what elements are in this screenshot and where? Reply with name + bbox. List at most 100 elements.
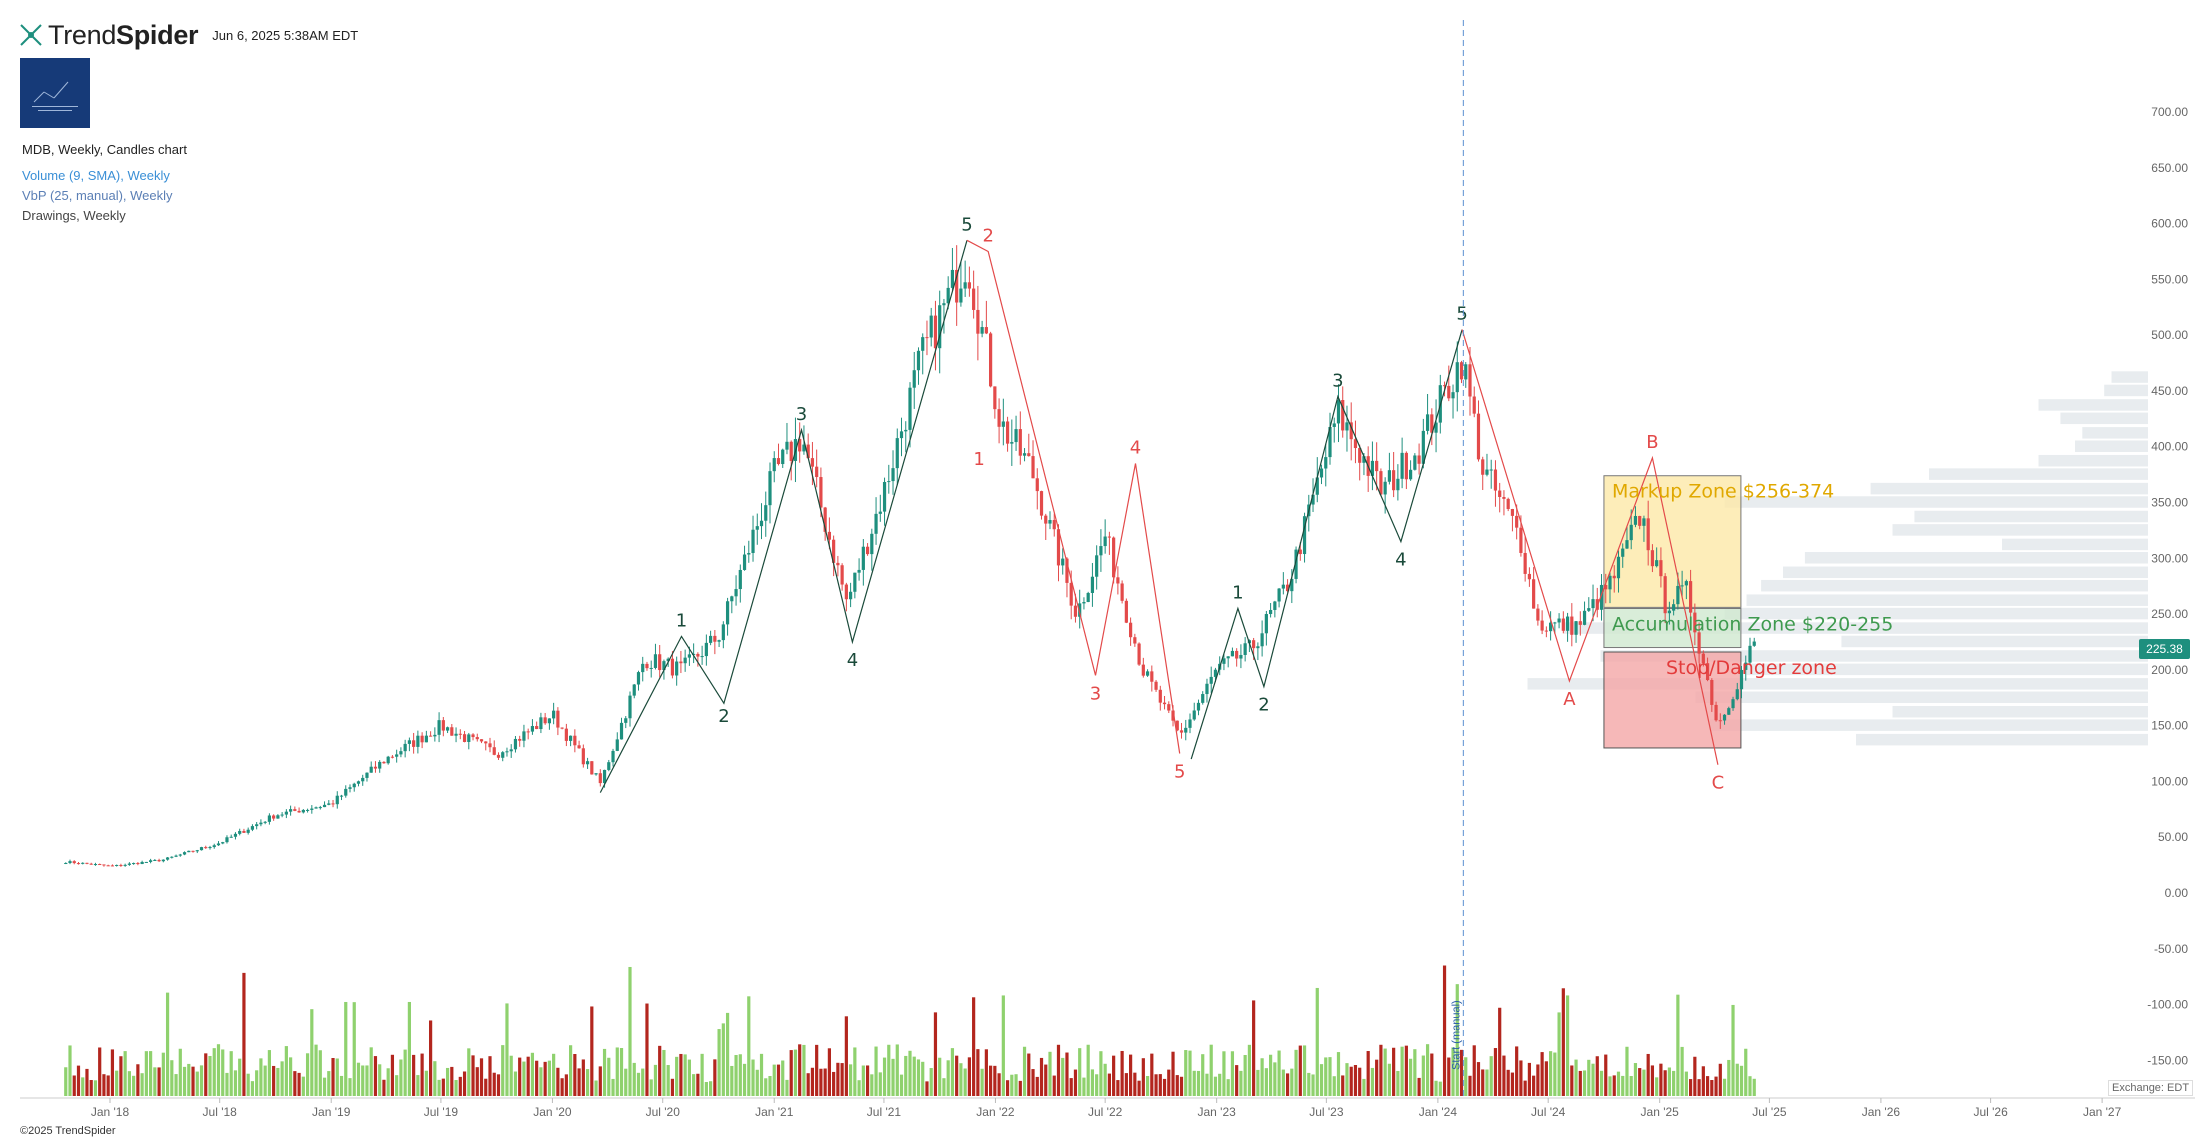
volume-bar xyxy=(314,1044,318,1096)
volume-bar xyxy=(369,1047,373,1096)
candle-body xyxy=(1697,632,1701,654)
volume-bar xyxy=(1001,995,1005,1096)
candle-body xyxy=(1587,608,1591,611)
volume-bar xyxy=(501,1045,505,1096)
candle-body xyxy=(513,738,518,750)
x-tick-label: Jul '21 xyxy=(867,1105,902,1119)
chart-thumbnail xyxy=(20,58,90,128)
volume-bar xyxy=(416,1075,420,1096)
legend-volume[interactable]: Volume (9, SMA), Weekly xyxy=(22,168,170,183)
candle-body xyxy=(1582,610,1587,625)
candle-body xyxy=(165,857,170,860)
volume-bar xyxy=(1689,1079,1693,1096)
volume-bar xyxy=(267,1050,271,1096)
volume-bar xyxy=(1591,1063,1595,1096)
candle-body xyxy=(1489,469,1493,471)
vbp-bar xyxy=(1600,650,2148,662)
candle-body xyxy=(755,526,759,530)
volume-bar xyxy=(870,1074,874,1096)
legend-drawings[interactable]: Drawings, Weekly xyxy=(22,208,126,223)
volume-bar xyxy=(1744,1048,1748,1096)
volume-bar xyxy=(738,1054,742,1096)
volume-bar xyxy=(1549,1051,1553,1096)
candle-body xyxy=(1022,453,1027,456)
candle-body xyxy=(1158,689,1162,703)
candle-body xyxy=(874,513,878,534)
volume-bar xyxy=(955,1055,959,1096)
wave-label: A xyxy=(1563,689,1576,710)
candle-body xyxy=(344,788,348,796)
wave-label: 2 xyxy=(982,225,993,246)
candle-body xyxy=(216,843,221,846)
candle-body xyxy=(1145,671,1150,676)
candle-body xyxy=(1701,653,1705,664)
candle-body xyxy=(1196,702,1201,711)
volume-bar xyxy=(1442,965,1447,1096)
candle-body xyxy=(1103,536,1107,547)
volume-bar xyxy=(1430,1053,1434,1096)
candle-body xyxy=(687,654,691,658)
candle-body xyxy=(653,654,658,668)
volume-bar xyxy=(679,1053,683,1096)
volume-bar xyxy=(187,1063,191,1096)
x-tick-label: Jul '22 xyxy=(1088,1105,1123,1119)
candle-body xyxy=(581,748,585,765)
volume-bar xyxy=(344,1001,348,1096)
volume-bar xyxy=(284,1046,288,1096)
volume-bar xyxy=(781,1060,785,1096)
legend-main[interactable]: MDB, Weekly, Candles chart xyxy=(22,142,187,157)
y-tick-label: 700.00 xyxy=(2151,105,2188,119)
candle-body xyxy=(870,533,874,555)
volume-bar xyxy=(518,1057,522,1096)
candle-body xyxy=(696,653,700,657)
candle-body xyxy=(1205,683,1209,695)
candle-body xyxy=(959,288,963,303)
candle-body xyxy=(149,860,153,862)
candle-body xyxy=(1633,515,1638,525)
candle-body xyxy=(195,850,199,852)
volume-bar xyxy=(1137,1080,1141,1096)
volume-bar xyxy=(149,1051,153,1096)
volume-bar xyxy=(318,1050,322,1096)
volume-bar xyxy=(1616,1071,1621,1096)
candle-body xyxy=(301,809,305,813)
volume-bar xyxy=(1544,1061,1548,1096)
candle-body xyxy=(594,773,598,775)
volume-bar xyxy=(1319,1064,1324,1096)
candle-body xyxy=(887,481,891,483)
candle-body xyxy=(1527,573,1531,580)
volume-bar xyxy=(535,1060,539,1096)
candle-body xyxy=(522,731,526,741)
candle-body xyxy=(1239,654,1243,659)
candle-body xyxy=(844,584,848,600)
vbp-bar xyxy=(1856,733,2148,746)
volume-bar xyxy=(89,1080,93,1096)
volume-bar xyxy=(1667,1067,1671,1096)
candle-body xyxy=(1578,621,1582,625)
legend-vbp[interactable]: VbP (25, manual), Weekly xyxy=(22,188,173,203)
brand-name: TrendSpider xyxy=(48,20,199,51)
candle-body xyxy=(1383,481,1387,495)
volume-bar xyxy=(1167,1069,1171,1096)
volume-bar xyxy=(1018,1080,1022,1096)
candle-body xyxy=(157,859,161,862)
volume-bar xyxy=(327,1071,331,1096)
candle-body xyxy=(382,761,386,764)
candle-body xyxy=(390,756,395,758)
candle-body xyxy=(348,787,352,789)
candle-body xyxy=(238,830,242,834)
volume-bar xyxy=(1676,994,1680,1096)
x-tick-label: Jan '18 xyxy=(91,1105,130,1119)
candle-body xyxy=(1129,622,1133,638)
candle-body xyxy=(1608,575,1612,590)
candle-body xyxy=(140,861,144,865)
candle-body xyxy=(628,695,632,719)
volume-bar xyxy=(598,1066,602,1096)
candle-body xyxy=(501,752,505,758)
candle-body xyxy=(725,601,730,625)
candle-body xyxy=(1120,583,1124,601)
candle-body xyxy=(938,305,942,349)
candle-body xyxy=(1434,422,1438,433)
vbp-bar xyxy=(2111,371,2148,383)
